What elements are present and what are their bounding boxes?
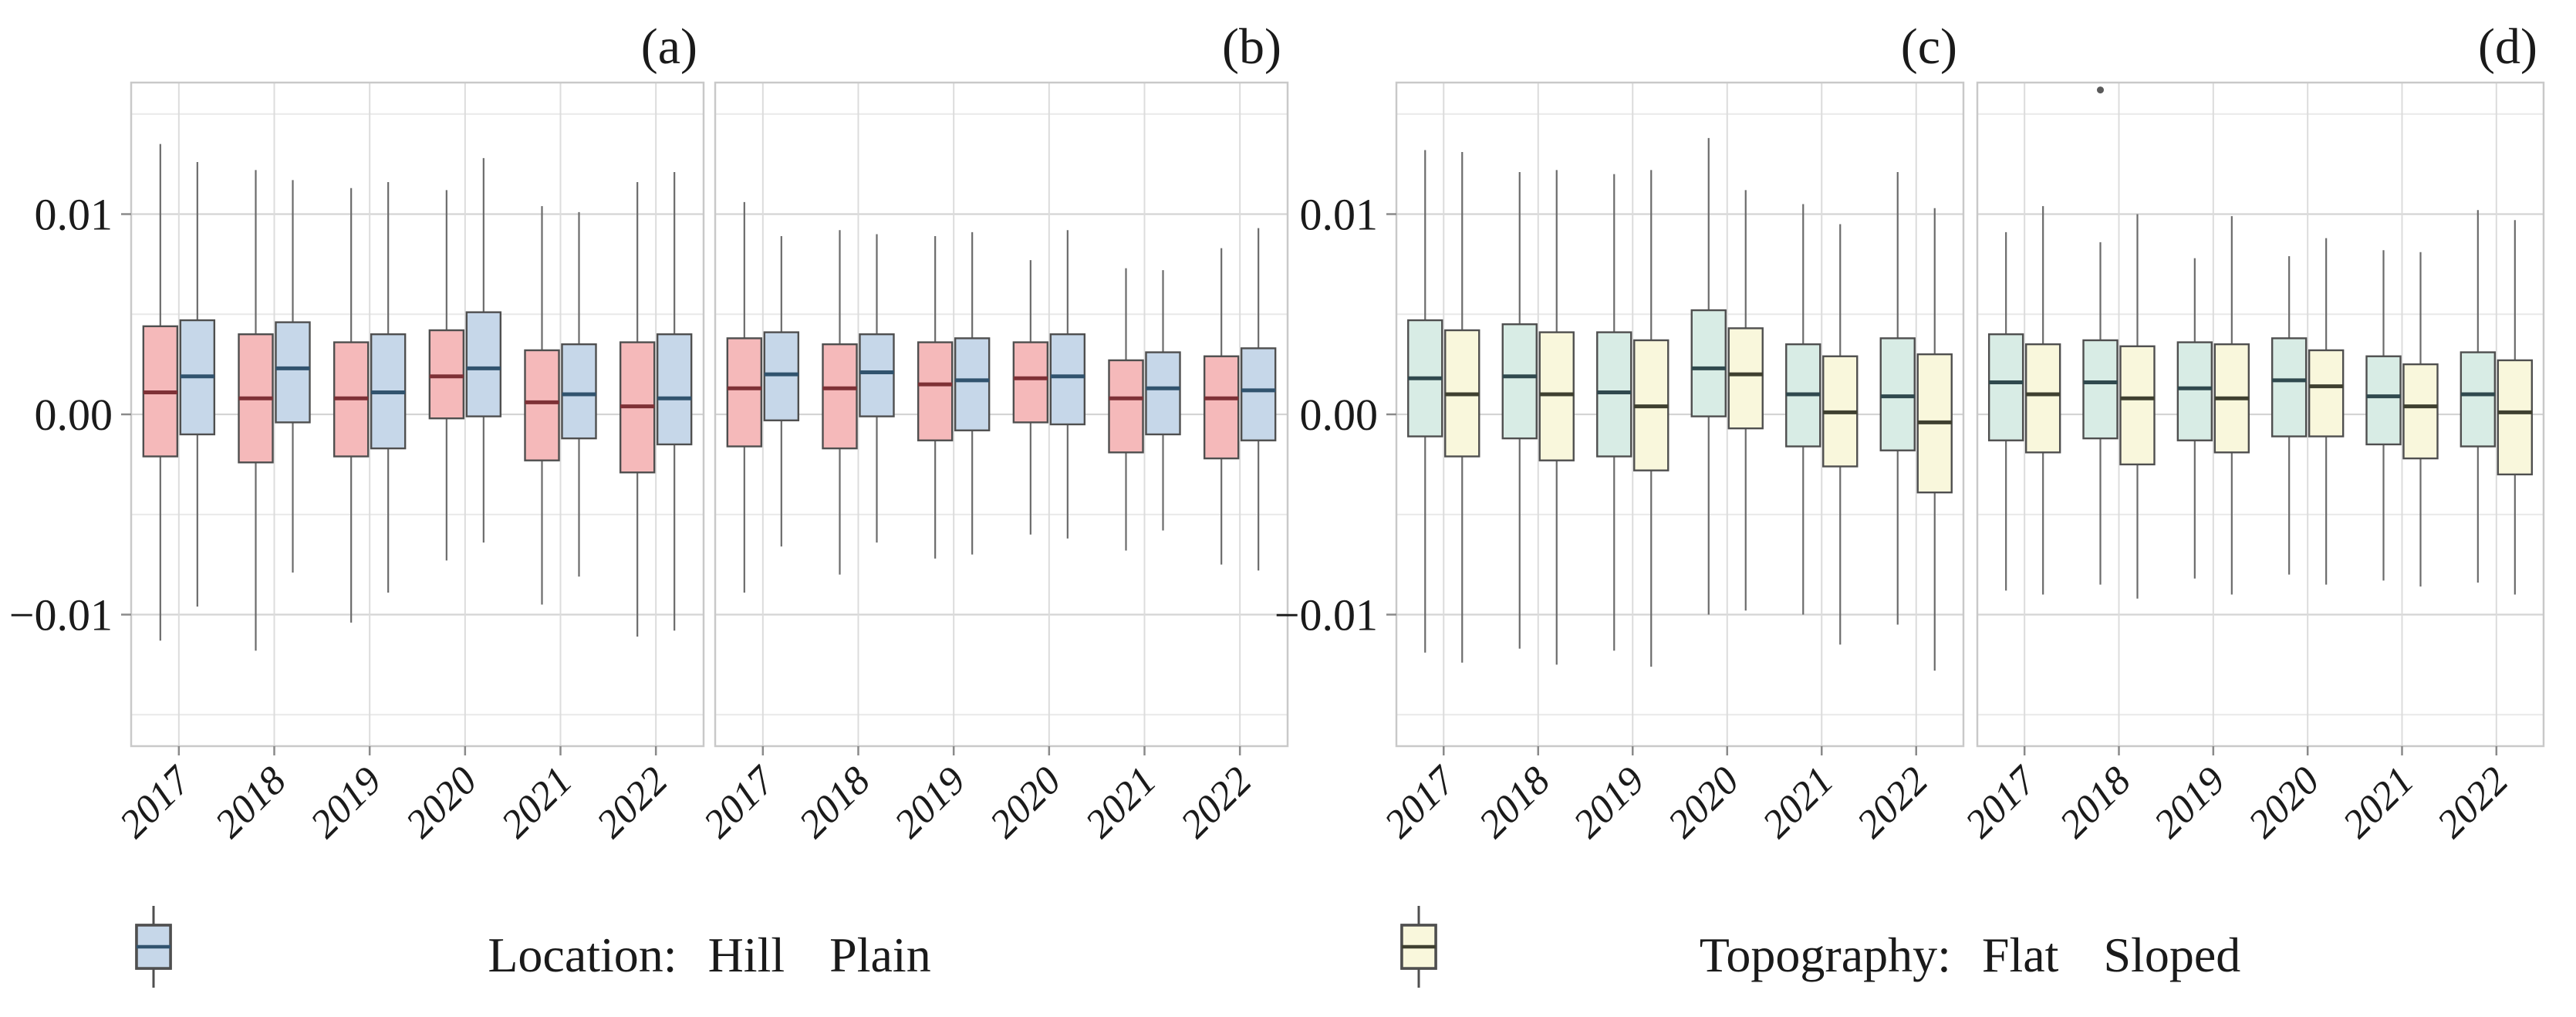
box-hill-2020 [428,329,465,420]
box-hill-2019 [917,341,954,441]
box-flat-2021 [2365,355,2402,446]
box-hill-2018 [822,343,858,450]
plain-boxplot-key-icon [135,906,172,988]
x-tick-label-year: 2021 [2335,759,2422,846]
legend-topography-title: Topography: [1699,927,1951,982]
box-plain-2022 [1240,347,1277,441]
x-tick-label-year: 2017 [1957,758,2046,846]
x-tick-label-year: 2018 [791,759,879,846]
box-plain-2018 [859,333,895,417]
y-tick-label: 0.01 [35,190,113,240]
box-flat-2020 [2270,337,2308,438]
x-tick-label-year: 2020 [981,759,1069,846]
x-tick-label-year: 2017 [1376,758,1465,846]
legend-location: Location: Hill Plain [131,901,1288,1009]
box-plain-2021 [561,343,597,440]
x-tick-label-year: 2019 [302,759,390,846]
sloped-boxplot-key-icon [1400,906,1437,988]
box-plain-2021 [1145,351,1181,436]
box-flat-2018 [2082,339,2119,440]
box-plain-2017 [763,331,800,421]
y-tick-label: 0.00 [1300,390,1379,440]
legend-item-sloped: Sloped [1400,906,2241,988]
box-sloped-2018 [2119,345,2156,466]
box-sloped-2020 [2308,349,2345,438]
box-sloped-2021 [2402,363,2439,460]
x-tick-label-year: 2018 [1470,759,1558,846]
box-flat-2022 [1879,337,1916,451]
box-sloped-2017 [2024,343,2061,454]
x-tick-label-year: 2017 [111,758,200,846]
panel-label-d: (d) [2478,19,2537,75]
x-tick-label-year: 2017 [695,758,784,846]
legend-item-hill: Hill [135,906,785,988]
panel-d-border [1976,81,2545,748]
x-tick-label-year: 2020 [1659,759,1747,846]
box-sloped-2020 [1727,327,1764,430]
box-hill-2022 [1203,355,1240,460]
legend-item-hill-label: Hill [707,927,785,982]
x-tick-label-year: 2018 [207,759,295,846]
panel-label-a: (a) [641,19,697,75]
box-hill-2021 [524,349,560,461]
y-tick-label: 0.00 [35,390,113,440]
box-flat-2018 [1501,323,1538,440]
box-flat-2019 [1596,331,1632,458]
panel-label-c: (c) [1901,19,1957,75]
legend-location-title: Location: [488,927,677,982]
legend-item-plain-label: Plain [829,927,931,982]
box-flat-2020 [1690,309,1727,417]
box-plain-2020 [465,311,502,417]
x-tick-label-year: 2021 [1077,759,1165,846]
x-tick-label-year: 2021 [1754,759,1842,846]
box-sloped-2022 [2497,359,2534,476]
x-tick-label-year: 2022 [589,759,677,846]
x-tick-label-year: 2019 [2146,759,2233,846]
panel-b-border [714,81,1289,748]
x-tick-label-year: 2018 [2051,759,2139,846]
box-plain-2019 [954,337,991,431]
box-hill-2020 [1012,341,1049,424]
box-plain-2018 [275,321,311,424]
legend-item-flat-label: Flat [1981,927,2059,982]
x-tick-label-year: 2019 [1565,759,1653,846]
x-tick-label-year: 2020 [397,759,485,846]
x-tick-label-year: 2019 [886,759,974,846]
legend-item-sloped-label: Sloped [2103,927,2241,982]
x-tick-label-year: 2022 [2429,759,2517,846]
outlier-point [2097,86,2104,94]
legend-item-flat: Flat [1400,906,2059,988]
x-tick-label-year: 2021 [493,759,581,846]
legend-topography: Topography: Flat Sloped [1396,901,2544,1009]
box-plain-2022 [656,333,693,446]
legend-item-plain: Plain [135,906,931,988]
y-tick-label: −0.01 [9,590,113,640]
box-sloped-2018 [1538,331,1575,461]
box-flat-2022 [2460,351,2497,448]
box-hill-2021 [1108,359,1144,454]
box-hill-2017 [726,337,763,448]
box-plain-2020 [1049,333,1086,426]
x-tick-label-year: 2022 [1848,759,1936,846]
y-tick-label: 0.01 [1300,190,1379,240]
x-tick-label-year: 2020 [2240,759,2328,846]
y-tick-label: −0.01 [1274,590,1378,640]
x-tick-label-year: 2022 [1173,759,1261,846]
panel-label-b: (b) [1222,19,1281,75]
box-flat-2019 [2176,341,2213,441]
box-flat-2017 [1987,333,2024,441]
